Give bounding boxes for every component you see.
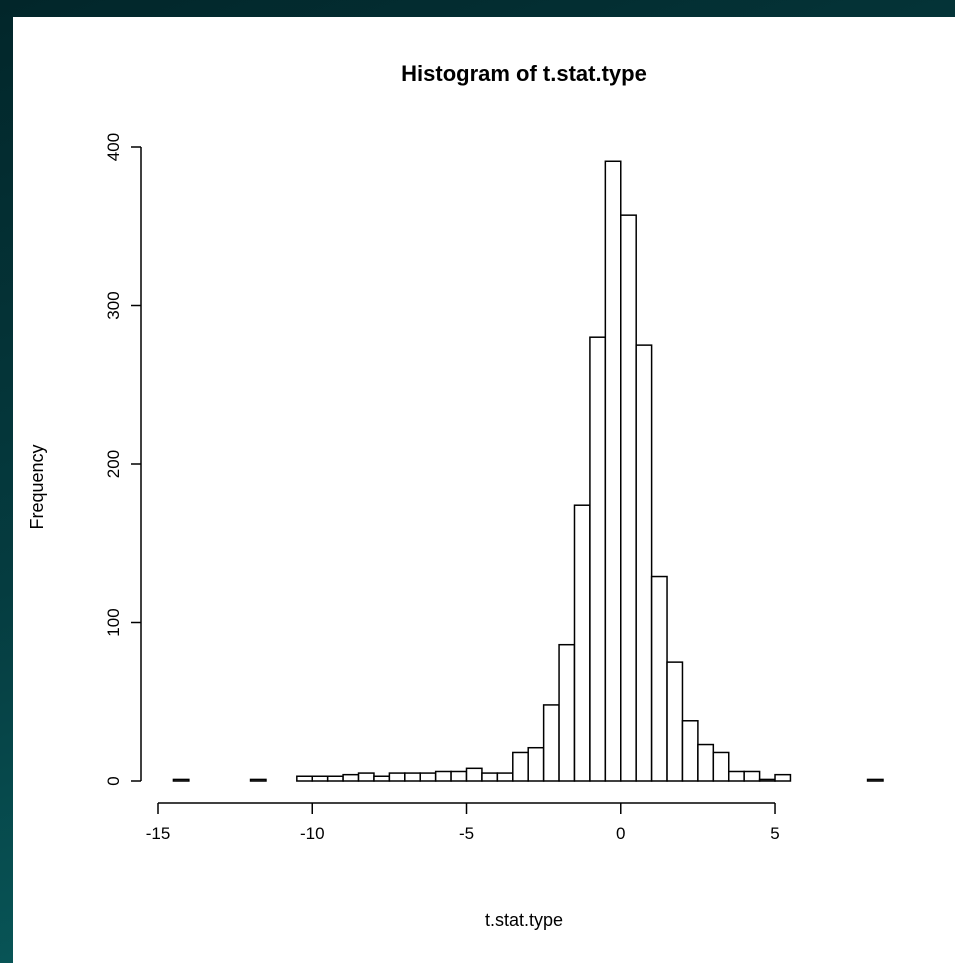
histogram-bar — [419, 772, 437, 782]
y-axis: 0 100 200 300 400 — [104, 133, 142, 786]
y-tick-label: 400 — [104, 133, 123, 161]
histogram-bar — [373, 775, 391, 782]
histogram-bar — [465, 767, 483, 782]
y-tick-label: 100 — [104, 608, 123, 636]
histogram-bar — [650, 575, 668, 782]
histogram-bar — [589, 336, 607, 782]
chart-title: Histogram of t.stat.type — [401, 61, 647, 86]
histogram-bar — [758, 778, 776, 782]
histogram-bar — [712, 751, 730, 782]
histogram-bar — [573, 504, 591, 782]
histogram-bar — [311, 775, 329, 782]
histogram-bar — [866, 778, 884, 782]
y-axis-label: Frequency — [27, 444, 47, 529]
x-tick-label: 0 — [616, 824, 625, 843]
histogram-chart: Histogram of t.stat.type 0 100 200 300 400 -… — [27, 61, 884, 930]
histogram-bar — [404, 772, 421, 782]
x-tick-label: -15 — [146, 824, 171, 843]
histogram-bar — [666, 661, 684, 782]
histogram-bar — [326, 775, 344, 782]
x-tick-label: 5 — [770, 824, 779, 843]
x-tick-label: -5 — [459, 824, 474, 843]
y-tick-label: 0 — [104, 776, 123, 785]
histogram-bar — [697, 743, 715, 782]
histogram-bar — [172, 778, 190, 782]
histogram-bar — [743, 770, 761, 782]
histogram-bar — [620, 214, 637, 782]
x-axis-label: t.stat.type — [485, 910, 563, 930]
histogram-bar — [249, 778, 267, 782]
histogram-bars — [172, 160, 884, 782]
plot-window: Histogram of t.stat.type 0 100 200 300 400 -… — [13, 17, 955, 963]
histogram-bar — [296, 775, 314, 782]
histogram-bar — [635, 344, 653, 782]
y-tick-label: 200 — [104, 450, 123, 478]
histogram-bar — [434, 770, 452, 782]
histogram-bar — [388, 772, 406, 782]
histogram-bar — [496, 772, 514, 782]
histogram-bar — [481, 772, 499, 782]
x-tick-label: -10 — [300, 824, 325, 843]
histogram-bar — [727, 770, 745, 782]
histogram-bar — [450, 770, 468, 782]
histogram-bar — [357, 772, 375, 782]
histogram-bar — [342, 773, 360, 782]
histogram-bar — [558, 643, 576, 782]
x-axis: -15 -10 -5 0 5 — [146, 802, 780, 843]
histogram-bar — [527, 746, 545, 782]
histogram-bar — [774, 773, 792, 782]
y-tick-label: 300 — [104, 291, 123, 319]
histogram-bar — [681, 720, 699, 782]
histogram-bar — [512, 751, 529, 782]
histogram-bar — [604, 160, 622, 782]
histogram-bar — [542, 704, 560, 782]
